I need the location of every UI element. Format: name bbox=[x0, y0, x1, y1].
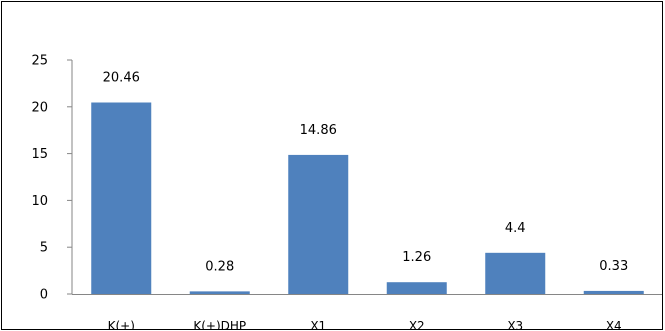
bar bbox=[386, 282, 447, 294]
y-tick-label: 10 bbox=[31, 194, 48, 209]
bar bbox=[583, 290, 644, 294]
category-label: K(+)DHP bbox=[193, 319, 246, 330]
data-label: 14.86 bbox=[300, 123, 337, 138]
category-label: X3 bbox=[507, 319, 523, 330]
category-label: X1 bbox=[310, 319, 326, 330]
data-label: 1.26 bbox=[402, 250, 431, 265]
y-tick-label: 15 bbox=[31, 147, 48, 162]
category-label: X4 bbox=[606, 319, 622, 330]
data-label: 20.46 bbox=[103, 70, 140, 85]
bar bbox=[189, 291, 250, 294]
category-label: X2 bbox=[409, 319, 425, 330]
y-tick-label: 20 bbox=[31, 100, 48, 115]
data-label: 4.4 bbox=[505, 221, 526, 236]
bar bbox=[288, 154, 349, 294]
bar bbox=[91, 102, 152, 294]
y-tick-label: 0 bbox=[40, 288, 48, 303]
bar bbox=[485, 252, 546, 294]
y-tick-label: 25 bbox=[31, 54, 48, 69]
category-label: K(+) bbox=[108, 319, 135, 330]
data-label: 0.28 bbox=[205, 259, 234, 274]
y-tick-label: 5 bbox=[40, 241, 48, 256]
data-label: 0.33 bbox=[599, 259, 628, 274]
